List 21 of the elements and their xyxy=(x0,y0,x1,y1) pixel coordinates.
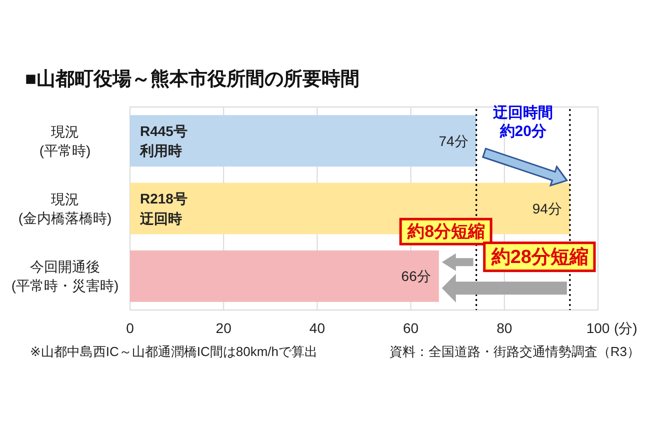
text: 資料：全国道路・街路交通情勢調査（R3） xyxy=(389,344,640,359)
annotation: 約8分短縮 xyxy=(406,222,486,242)
annotation: R218号迂回時 xyxy=(139,190,188,226)
y-tick-label: 現況 (平常時) xyxy=(39,123,91,158)
y-tick-label: 今回開通後 (平常時・災害時) xyxy=(11,258,119,294)
y-tick-label: 現況 (金内橋落橋時) xyxy=(18,191,112,226)
x-tick-label: 80 xyxy=(496,320,512,336)
annotation: R445号利用時 xyxy=(139,123,188,159)
x-tick-label: 100 xyxy=(586,320,610,336)
x-tick-label: 60 xyxy=(403,320,419,336)
data-label: 74分 xyxy=(438,132,468,149)
data-label: 66分 xyxy=(401,268,431,284)
data-label: 94分 xyxy=(532,200,562,216)
x-tick-label: 40 xyxy=(309,320,326,336)
x-tick-label: 0 xyxy=(126,320,134,336)
x-axis-title: (分) xyxy=(614,320,638,336)
text: ※山都中島西IC～山都通潤橋IC間は80km/hで算出 xyxy=(30,344,318,359)
x-tick-label: 20 xyxy=(216,320,232,336)
annotation: 迂回時間約20分 xyxy=(492,104,554,140)
annotation: 約28分短縮 xyxy=(490,246,588,268)
chart-title: ■山都町役場～熊本市役所間の所要時間 xyxy=(25,68,360,90)
